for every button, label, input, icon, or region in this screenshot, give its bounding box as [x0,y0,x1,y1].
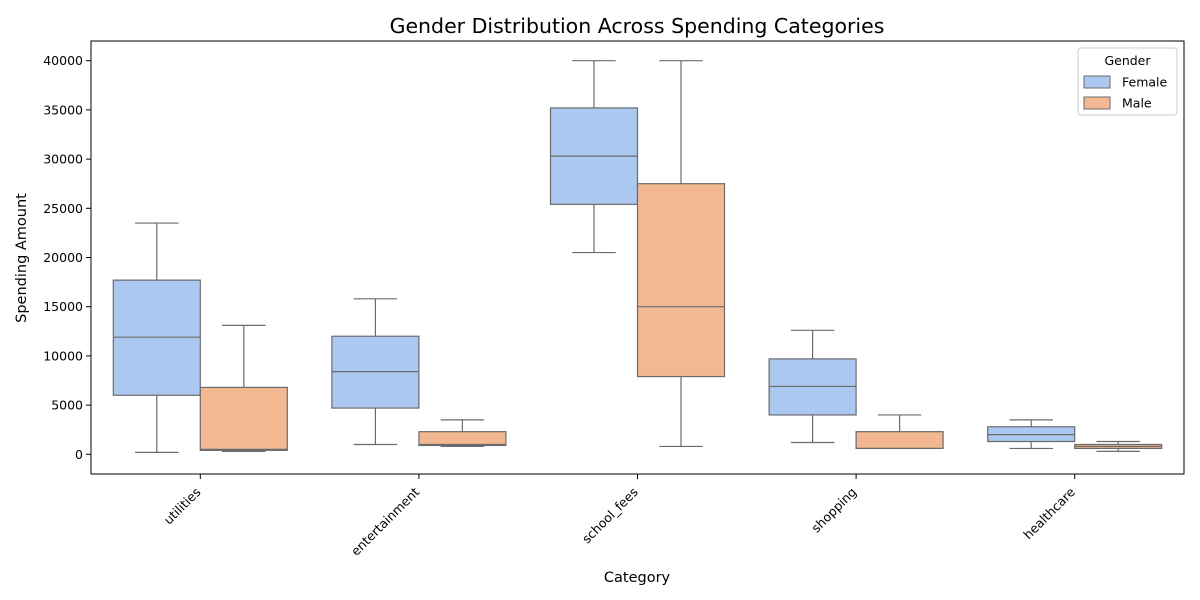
y-tick-label: 5000 [51,398,83,413]
box-male-utilities [199,324,288,452]
box-female-utilities [112,222,201,453]
box-female-shopping [768,329,857,444]
legend-entry: Male [1122,96,1152,111]
x-tick-label: utilities [161,484,204,527]
y-tick-label: 0 [75,447,83,462]
box-body [855,431,944,450]
y-tick-label: 30000 [43,152,83,167]
y-tick-label: 25000 [43,201,83,216]
y-tick-label: 20000 [43,250,83,265]
y-tick-label: 40000 [43,53,83,68]
x-axis-label: Category [604,570,671,586]
box-male-healthcare [1074,440,1163,452]
plot-area: 0 5000 10000 15000 20000 25000 30000 35000 40000… [43,40,1185,559]
box-male-shopping [855,414,944,450]
legend-entry: Female [1122,75,1168,90]
box-body [418,431,507,447]
x-tick-label: entertainment [348,484,422,558]
y-tick-label: 15000 [43,299,83,314]
y-tick-label: 10000 [43,348,83,363]
box-female-school_fees [549,60,639,254]
y-axis-label: Spending Amount [14,193,30,323]
legend-title: Gender [1104,53,1151,68]
box-body [636,183,726,378]
x-tick-label: healthcare [1020,484,1078,542]
chart-title: Gender Distribution Across Spending Cate… [390,14,885,38]
box-body [199,386,288,451]
legend-swatch [1083,75,1111,89]
box-male-school_fees [636,60,726,448]
legend-swatch [1083,96,1111,110]
box-female-healthcare [987,419,1076,450]
x-tick-label: shopping [808,484,859,535]
box-female-entertainment [331,298,420,446]
x-tick-label: school_fees [579,484,641,546]
legend: Gender Female Male [1077,47,1178,116]
box-male-entertainment [418,419,507,448]
y-tick-label: 35000 [43,102,83,117]
